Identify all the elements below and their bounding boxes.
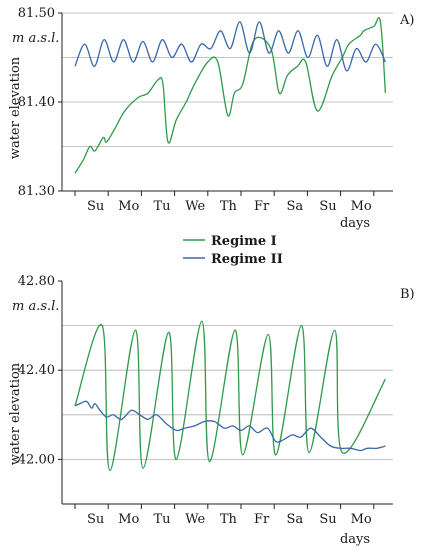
x-tick-label: We: [185, 512, 205, 527]
y-tick-label: 81.50: [18, 6, 55, 21]
x-tick-label: Th: [220, 512, 238, 527]
x-tick-label: We: [185, 199, 205, 214]
legend: Regime I Regime II: [183, 234, 283, 267]
legend-label-regime-2: Regime II: [211, 252, 283, 267]
y-tick-label: 42.80: [18, 274, 55, 289]
x-tick-label: Fr: [254, 199, 270, 214]
panel-b-label: B): [400, 287, 415, 302]
x-tick-label: Fr: [254, 512, 270, 527]
series-line-regime-2: [74, 400, 386, 452]
x-tick-label: Tu: [153, 512, 170, 527]
panel-a-xlabel: days: [340, 216, 370, 231]
y-tick-label: 42.40: [18, 363, 55, 378]
x-tick-label: Th: [220, 199, 238, 214]
y-tick-label: 42.00: [18, 452, 55, 467]
panel-a-label: A): [399, 13, 414, 28]
panel-b-unit-label: m a.s.l.: [12, 299, 59, 314]
legend-label-regime-1: Regime I: [211, 234, 277, 249]
x-tick-label: Sa: [286, 512, 303, 527]
y-tick-label: 81.40: [18, 95, 55, 110]
x-tick-label: Tu: [153, 199, 170, 214]
x-tick-label: Mo: [351, 512, 372, 527]
panel-a: 81.30 81.40 81.50 Su Mo Tu We Th Fr Sa Su Mo: [18, 6, 393, 214]
x-tick-label: Su: [87, 512, 104, 527]
panel-b-xlabel: days: [340, 532, 370, 547]
x-tick-label: Mo: [118, 512, 139, 527]
x-tick-label: Mo: [118, 199, 139, 214]
panel-a-ylabel: water elevation: [8, 56, 23, 159]
panel-a-unit-label: m a.s.l.: [12, 31, 59, 46]
series-line-regime-1: [74, 320, 386, 472]
x-tick-label: Su: [319, 199, 336, 214]
y-tick-label: 81.30: [18, 184, 55, 199]
series-line-regime-1: [74, 17, 387, 174]
x-tick-label: Sa: [286, 199, 303, 214]
panel-b: 42.00 42.40 42.80 Su Mo Tu We Th Fr Sa Su Mo: [18, 274, 393, 527]
x-tick-label: Su: [87, 199, 104, 214]
series-line-regime-2: [74, 21, 386, 72]
panel-b-ylabel: water elevation: [8, 362, 23, 465]
x-tick-label: Su: [319, 512, 336, 527]
x-tick-label: Mo: [351, 199, 372, 214]
